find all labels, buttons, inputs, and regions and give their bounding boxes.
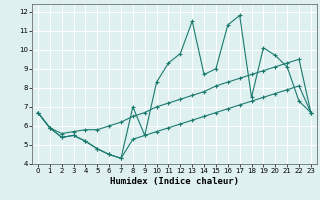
X-axis label: Humidex (Indice chaleur): Humidex (Indice chaleur) — [110, 177, 239, 186]
